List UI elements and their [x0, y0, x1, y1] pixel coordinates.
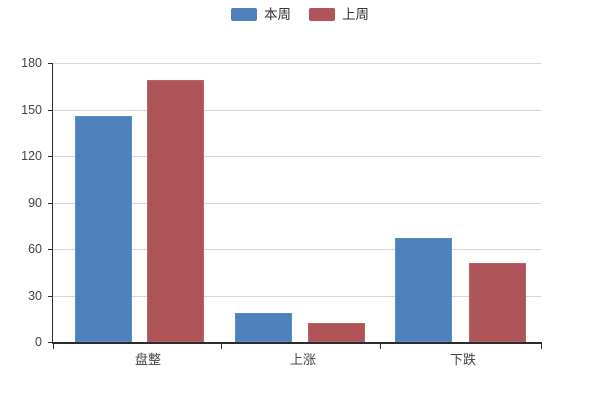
bars-layer: [53, 63, 541, 342]
gridline: [53, 109, 541, 111]
gridline: [53, 295, 541, 297]
x-axis-category-label-2: 下跌: [449, 352, 477, 367]
x-axis-line: [52, 342, 542, 344]
legend-swatch-icon: [309, 8, 335, 22]
y-axis-tick-mark: [48, 202, 53, 204]
x-axis-tick-mark: [380, 342, 381, 349]
bar-shangzhou-xiadie[interactable]: [469, 262, 526, 342]
y-axis-tick-mark: [48, 156, 53, 157]
gridline: [53, 63, 541, 64]
x-axis-end-tick: [541, 342, 542, 349]
bar-benzhou-panzheng[interactable]: [75, 115, 132, 342]
plot-area: [48, 63, 541, 343]
legend-swatch-icon: [231, 8, 257, 22]
gridline: [53, 156, 541, 157]
legend-item-benzhou[interactable]: 本周: [231, 8, 291, 22]
legend-item-shangzhou[interactable]: 上周: [309, 8, 369, 22]
bar-benzhou-shangzhang[interactable]: [235, 312, 292, 342]
x-axis-category-label-1: 上涨: [289, 352, 317, 367]
x-axis-tick-mark: [221, 342, 222, 349]
y-axis-tick-label: 60: [28, 242, 42, 256]
bar-shangzhou-shangzhang[interactable]: [308, 323, 365, 342]
gridline: [53, 249, 541, 250]
bar-shangzhou-panzheng[interactable]: [147, 80, 204, 342]
chart-legend: 本周 上周: [0, 8, 600, 22]
y-axis-tick-label: 90: [28, 195, 42, 210]
y-axis-tick-label: 150: [21, 102, 42, 117]
y-axis-tick-mark: [48, 295, 53, 297]
y-axis-tick-mark: [48, 249, 53, 250]
y-axis-tick-label: 120: [21, 149, 42, 163]
y-axis-tick-mark: [48, 109, 53, 111]
bar-benzhou-xiadie[interactable]: [395, 238, 452, 342]
y-axis-tick-label: 180: [21, 56, 42, 70]
legend-item-label: 上周: [342, 7, 369, 22]
y-axis-tick-label: 30: [28, 288, 42, 303]
y-axis-tick-label: 0: [35, 335, 42, 349]
x-axis-category-label-0: 盘整: [134, 352, 162, 367]
x-axis-tick-mark: [53, 342, 54, 349]
y-axis-tick-mark: [48, 63, 53, 64]
y-axis-tick-mark: [48, 342, 53, 343]
legend-item-label: 本周: [264, 7, 291, 22]
gridline: [53, 202, 541, 204]
